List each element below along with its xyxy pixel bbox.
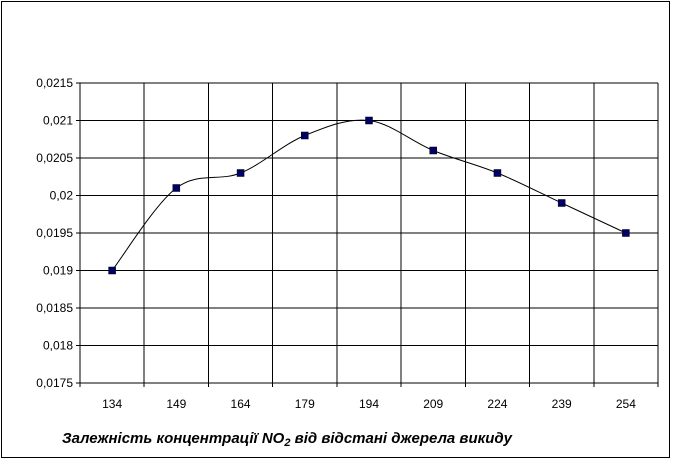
data-point-marker <box>557 199 566 207</box>
x-tick-label: 194 <box>359 397 379 411</box>
data-point-marker <box>172 184 181 192</box>
chart-title: Залежність концентрації NO2 від відстані… <box>62 430 513 449</box>
data-point-marker <box>236 169 245 177</box>
x-tick-label: 254 <box>616 397 636 411</box>
x-tick-label: 149 <box>166 397 186 411</box>
y-tick-label: 0,021 <box>43 114 73 128</box>
x-tick-label: 164 <box>231 397 251 411</box>
x-tick-label: 134 <box>102 397 122 411</box>
y-tick-label: 0,0175 <box>36 376 73 390</box>
y-tick-label: 0,0185 <box>36 301 73 315</box>
y-tick-label: 0,0215 <box>36 76 73 90</box>
data-point-marker <box>301 131 309 140</box>
data-point-marker <box>622 229 630 237</box>
data-point-marker <box>108 266 116 275</box>
y-tick-label: 0,0205 <box>36 151 73 165</box>
x-tick-label: 239 <box>552 397 572 411</box>
data-point-marker <box>429 146 437 155</box>
y-tick-label: 0,018 <box>43 339 73 353</box>
y-tick-label: 0,0195 <box>36 226 73 240</box>
y-tick-label: 0,02 <box>50 189 74 203</box>
data-point-marker <box>365 116 373 125</box>
data-point-marker <box>493 169 502 177</box>
x-tick-label: 224 <box>487 397 507 411</box>
x-tick-label: 179 <box>295 397 315 411</box>
y-tick-label: 0,019 <box>43 264 73 278</box>
x-tick-label: 209 <box>423 397 443 411</box>
